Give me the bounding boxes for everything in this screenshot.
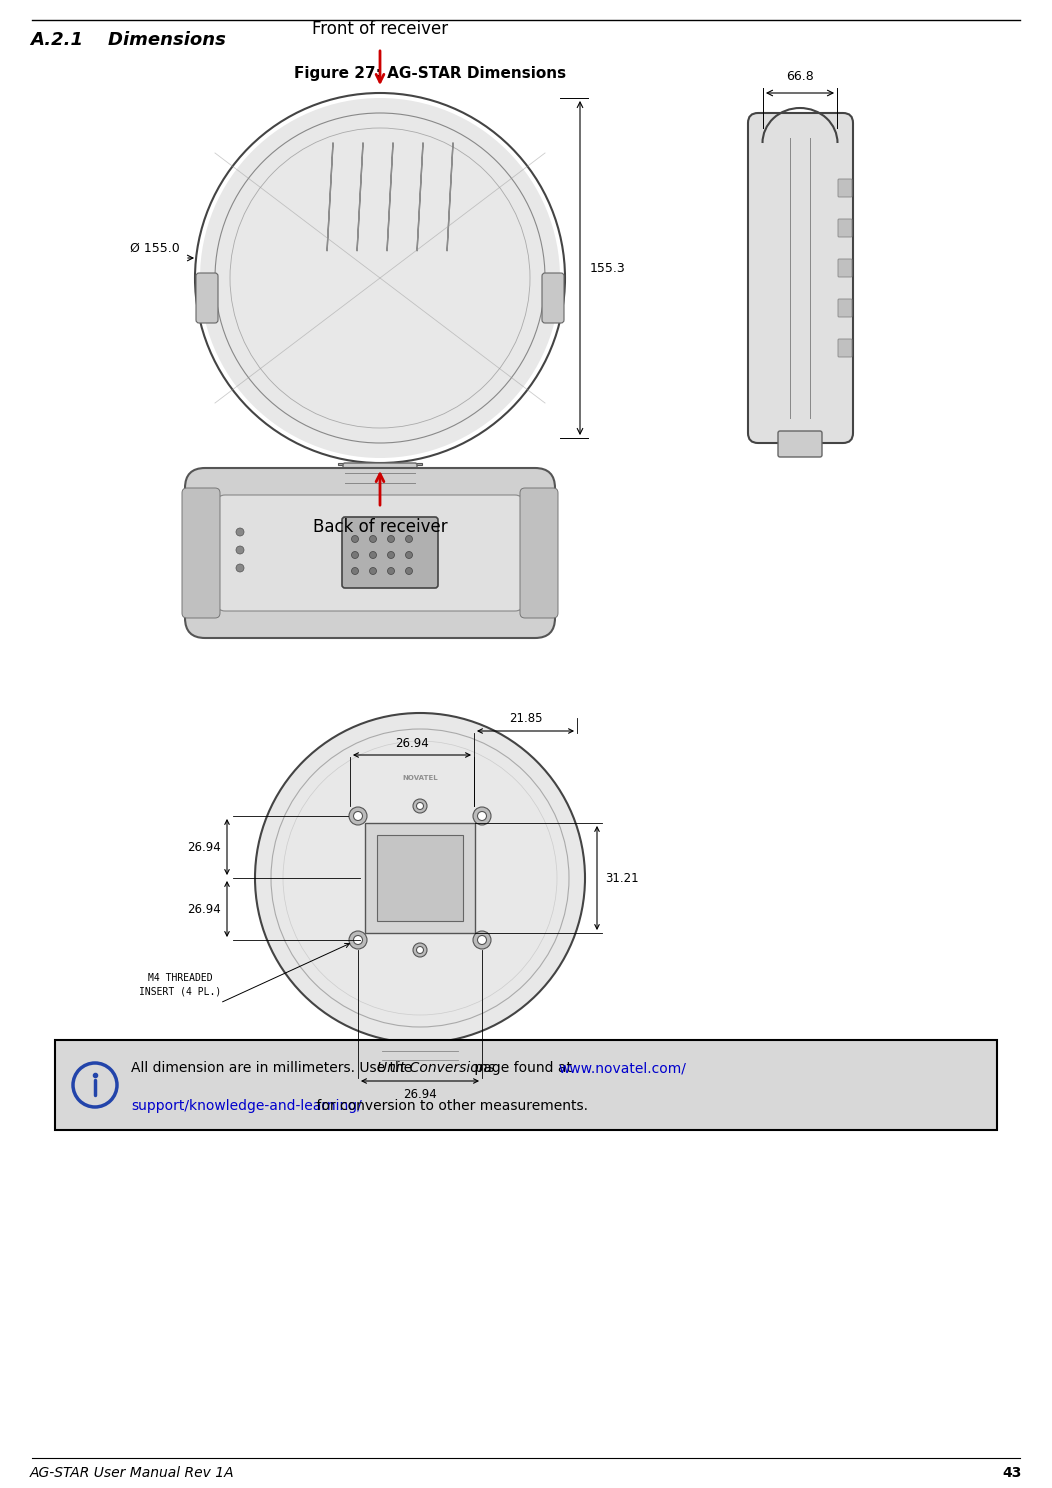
Text: 43: 43 [1003,1466,1021,1481]
FancyBboxPatch shape [838,219,852,237]
FancyBboxPatch shape [778,432,822,457]
Circle shape [351,552,359,558]
Text: page found at: page found at [470,1061,576,1074]
Circle shape [417,802,424,809]
Text: Ø 155.0: Ø 155.0 [130,241,180,254]
Circle shape [387,536,394,543]
Text: 155.3: 155.3 [590,262,626,274]
Text: 21.85: 21.85 [509,711,542,725]
Circle shape [369,567,377,574]
Text: AG-STAR User Manual Rev 1A: AG-STAR User Manual Rev 1A [31,1466,235,1481]
Circle shape [478,936,486,945]
Bar [55,1040,997,1129]
FancyBboxPatch shape [542,272,564,323]
FancyBboxPatch shape [748,113,853,443]
Text: 66.8: 66.8 [786,70,814,83]
Circle shape [417,946,424,954]
Circle shape [413,943,427,957]
Circle shape [349,806,367,824]
Text: for conversion to other measurements.: for conversion to other measurements. [312,1100,588,1113]
Text: Unit Conversions: Unit Conversions [377,1061,494,1074]
Text: All dimension are in millimeters. Use the: All dimension are in millimeters. Use th… [132,1061,417,1074]
Circle shape [473,806,491,824]
Circle shape [473,931,491,949]
Text: 26.94: 26.94 [396,737,429,750]
Text: 26.94: 26.94 [187,841,221,854]
Circle shape [236,528,244,536]
Circle shape [413,799,427,812]
FancyBboxPatch shape [838,339,852,357]
Text: www.novatel.com/: www.novatel.com/ [558,1061,686,1074]
Circle shape [351,567,359,574]
Circle shape [349,931,367,949]
Circle shape [387,567,394,574]
FancyBboxPatch shape [342,516,438,588]
Text: NOVATEL: NOVATEL [402,775,438,781]
FancyBboxPatch shape [380,1042,460,1070]
Circle shape [351,536,359,543]
Circle shape [369,552,377,558]
Circle shape [405,552,412,558]
FancyBboxPatch shape [343,463,417,496]
FancyBboxPatch shape [185,469,555,638]
Circle shape [255,713,585,1043]
Text: 26.94: 26.94 [187,903,221,915]
Text: 31.21: 31.21 [605,872,639,884]
Circle shape [353,936,363,945]
Circle shape [236,546,244,554]
FancyBboxPatch shape [196,272,218,323]
FancyBboxPatch shape [520,488,558,618]
Text: INSERT (4 PL.): INSERT (4 PL.) [139,987,221,997]
Bar [365,823,476,933]
Text: M4 THREADED: M4 THREADED [147,973,213,984]
FancyBboxPatch shape [838,299,852,317]
Text: 26.94: 26.94 [403,1088,437,1101]
Circle shape [405,567,412,574]
Circle shape [200,98,560,458]
Circle shape [387,552,394,558]
Circle shape [353,811,363,820]
FancyBboxPatch shape [217,496,523,612]
Text: A.2.1    Dimensions: A.2.1 Dimensions [31,31,226,49]
Text: Front of receiver: Front of receiver [312,19,448,39]
Circle shape [236,564,244,571]
FancyBboxPatch shape [838,259,852,277]
Circle shape [478,811,486,820]
Circle shape [405,536,412,543]
Text: Figure 27: AG-STAR Dimensions: Figure 27: AG-STAR Dimensions [294,65,566,80]
Bar [377,835,463,921]
Circle shape [369,536,377,543]
Text: support/knowledge-and-learning/: support/knowledge-and-learning/ [132,1100,362,1113]
Text: Back of receiver: Back of receiver [312,518,447,536]
Bar [338,463,422,464]
FancyBboxPatch shape [838,179,852,196]
FancyBboxPatch shape [182,488,220,618]
